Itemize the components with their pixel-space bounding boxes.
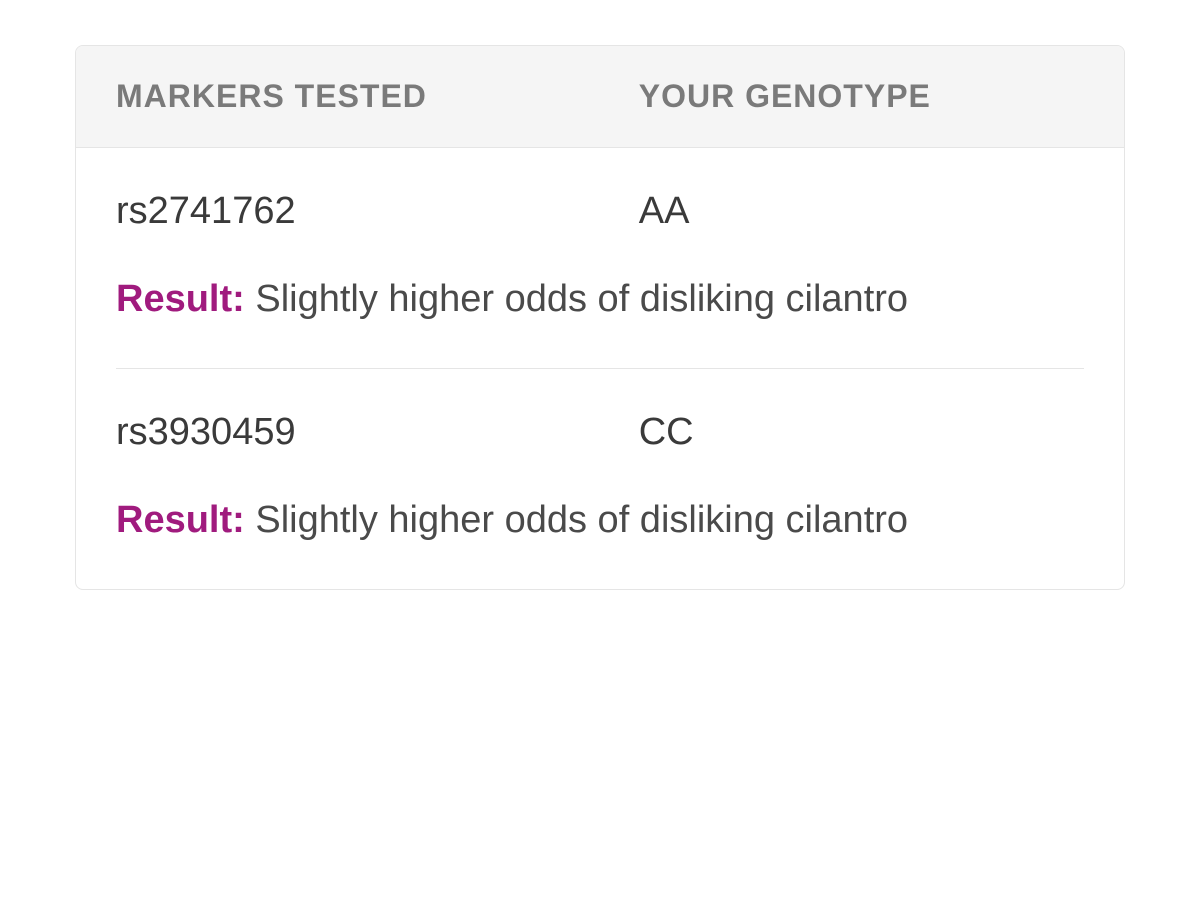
data-row: rs2741762 AA (116, 190, 1084, 233)
table-row: rs3930459 CC Result: Slightly higher odd… (116, 368, 1084, 589)
result-line: Result: Slightly higher odds of dislikin… (116, 269, 1084, 330)
header-your-genotype: YOUR GENOTYPE (639, 78, 1084, 115)
data-row: rs3930459 CC (116, 411, 1084, 454)
result-label: Result: (116, 278, 245, 320)
genotype-table: MARKERS TESTED YOUR GENOTYPE rs2741762 A… (75, 45, 1125, 590)
table-header: MARKERS TESTED YOUR GENOTYPE (76, 46, 1124, 148)
result-label: Result: (116, 499, 245, 541)
table-body: rs2741762 AA Result: Slightly higher odd… (76, 148, 1124, 589)
table-row: rs2741762 AA Result: Slightly higher odd… (116, 148, 1084, 368)
result-line: Result: Slightly higher odds of dislikin… (116, 490, 1084, 551)
result-text: Slightly higher odds of disliking cilant… (245, 499, 908, 541)
genotype-value: AA (639, 190, 1084, 233)
result-text: Slightly higher odds of disliking cilant… (245, 278, 908, 320)
genotype-value: CC (639, 411, 1084, 454)
marker-value: rs2741762 (116, 190, 639, 233)
header-markers-tested: MARKERS TESTED (116, 78, 639, 115)
marker-value: rs3930459 (116, 411, 639, 454)
